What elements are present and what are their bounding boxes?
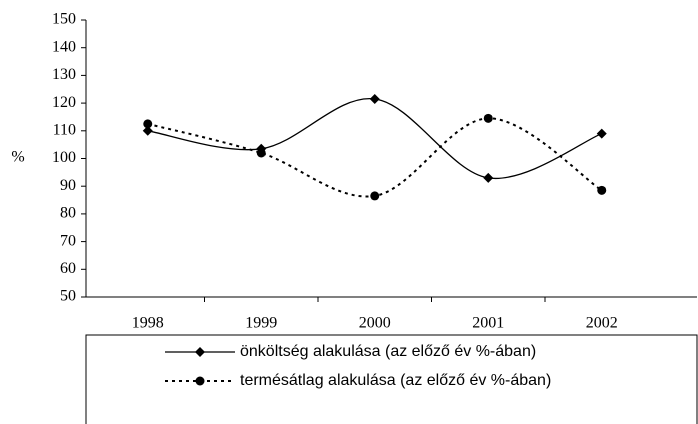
series-line: [147, 117, 603, 198]
legend-label: termésátlag alakulása (az előző év %-ába…: [240, 372, 551, 389]
marker: [370, 191, 380, 201]
y-tick-label: 100: [52, 149, 76, 166]
legend-box: [85, 334, 698, 424]
y-tick-label: 120: [52, 94, 76, 111]
y-tick-label: 130: [52, 66, 76, 83]
y-tick-label: 90: [60, 177, 76, 194]
marker: [142, 125, 153, 136]
legend-label: önköltség alakulása (az előző év %-ában): [240, 343, 536, 360]
x-tick-label: 1998: [132, 315, 164, 332]
marker: [143, 119, 153, 129]
marker: [597, 185, 607, 195]
x-tick-label: 2001: [472, 315, 504, 332]
series-line: [147, 98, 602, 180]
marker: [369, 93, 380, 104]
x-tick-label: 2000: [359, 315, 391, 332]
marker: [256, 148, 266, 158]
y-tick-label: 140: [52, 38, 76, 55]
y-tick-label: 60: [60, 260, 76, 277]
y-tick-label: 110: [53, 121, 76, 138]
y-tick-label: 50: [60, 288, 76, 305]
marker: [483, 113, 493, 123]
x-tick-label: 2002: [586, 315, 618, 332]
y-axis-label: %: [11, 149, 24, 166]
y-tick-label: 70: [60, 232, 76, 249]
legend-marker: [195, 376, 205, 386]
y-tick-label: 80: [60, 205, 76, 222]
y-tick-label: 150: [52, 11, 76, 28]
legend-marker: [195, 347, 205, 357]
marker: [596, 128, 607, 139]
x-tick-label: 1999: [245, 315, 277, 332]
marker: [483, 172, 494, 183]
